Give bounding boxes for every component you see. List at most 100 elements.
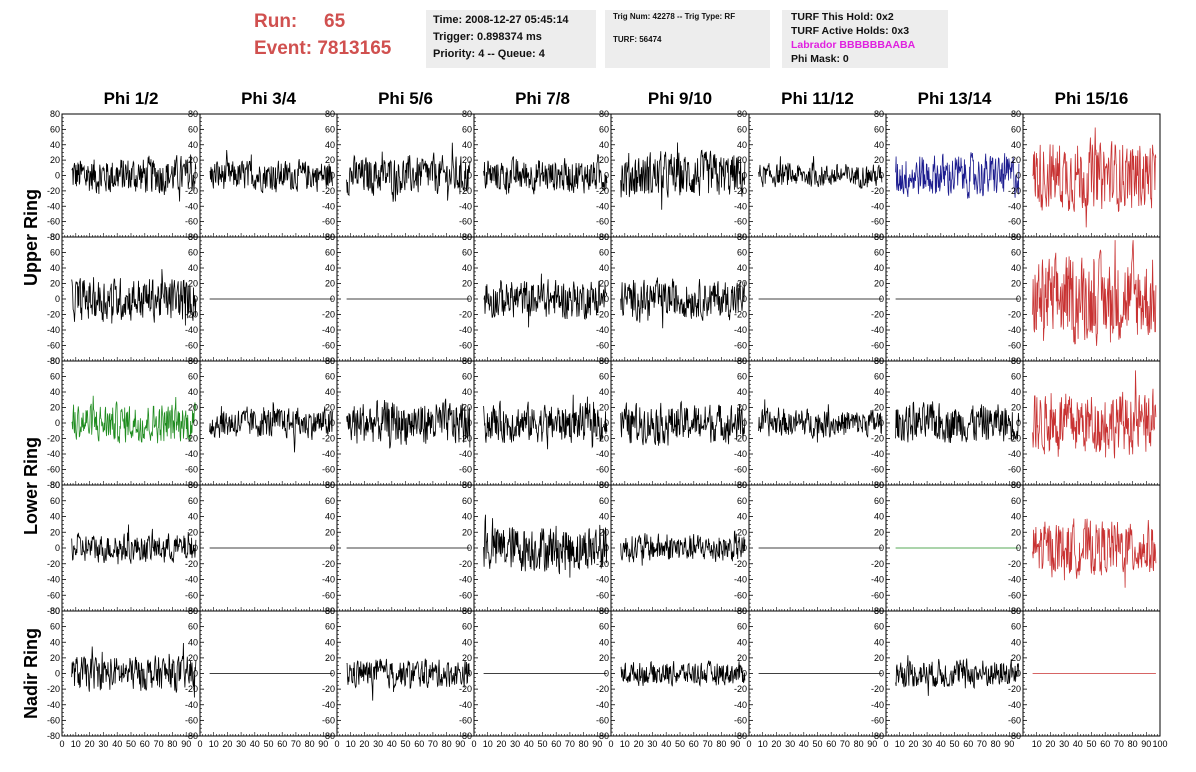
y-tick-label: 0 (604, 171, 609, 181)
y-tick-label: 0 (193, 543, 198, 553)
column-title: Phi 1/2 (104, 89, 159, 108)
y-tick-label: -20 (459, 186, 472, 196)
x-tick-label: 30 (236, 739, 246, 749)
y-tick-label: 40 (325, 387, 335, 397)
y-tick-label: -60 (459, 217, 472, 227)
y-tick-label: 80 (325, 606, 335, 616)
x-tick-label: 80 (716, 739, 726, 749)
y-tick-label: 20 (50, 527, 60, 537)
y-tick-label: 20 (737, 279, 747, 289)
y-tick-label: 80 (737, 480, 747, 490)
y-tick-label: 80 (874, 356, 884, 366)
y-tick-label: -40 (322, 449, 335, 459)
y-tick-label: 60 (325, 124, 335, 134)
y-tick-label: 20 (50, 155, 60, 165)
y-tick-label: 80 (874, 232, 884, 242)
y-tick-label: -20 (596, 434, 609, 444)
y-tick-label: 60 (462, 496, 472, 506)
y-tick-label: -60 (734, 217, 747, 227)
x-tick-label: 10 (1032, 739, 1042, 749)
y-tick-label: 20 (462, 403, 472, 413)
column-title: Phi 5/6 (378, 89, 433, 108)
y-tick-label: 0 (330, 171, 335, 181)
y-tick-label: 80 (1011, 109, 1021, 119)
x-tick-label: 40 (524, 739, 534, 749)
y-tick-label: 20 (325, 403, 335, 413)
y-tick-label: -60 (185, 590, 198, 600)
x-tick-label: 30 (647, 739, 657, 749)
y-tick-label: -40 (47, 325, 60, 335)
y-tick-label: -60 (596, 715, 609, 725)
waveform-trace (483, 394, 608, 450)
y-tick-label: -20 (185, 684, 198, 694)
y-tick-label: 40 (462, 637, 472, 647)
trig-num-text: Trig Num: 42278 -- Trig Type: RF (613, 12, 736, 21)
y-tick-label: 0 (467, 294, 472, 304)
y-tick-label: 0 (467, 543, 472, 553)
y-tick-label: -60 (1008, 590, 1021, 600)
y-tick-label: 20 (188, 155, 198, 165)
x-tick-label: 50 (263, 739, 273, 749)
y-tick-label: 60 (188, 124, 198, 134)
x-tick-label: 60 (1100, 739, 1110, 749)
y-tick-label: 80 (50, 356, 60, 366)
y-tick-label: 60 (462, 622, 472, 632)
y-tick-label: 0 (879, 171, 884, 181)
y-tick-label: 60 (1011, 372, 1021, 382)
y-tick-label: -60 (1008, 217, 1021, 227)
y-tick-label: 0 (742, 171, 747, 181)
column-title: Phi 11/12 (781, 89, 854, 108)
y-tick-label: -40 (734, 201, 747, 211)
x-tick-label: 90 (1004, 739, 1014, 749)
y-tick-label: 0 (1016, 294, 1021, 304)
y-tick-label: 60 (50, 124, 60, 134)
waveform-trace (71, 269, 197, 326)
y-tick-label: 60 (874, 496, 884, 506)
y-tick-label: -60 (322, 217, 335, 227)
y-tick-label: -60 (47, 217, 60, 227)
y-tick-label: 0 (1016, 543, 1021, 553)
y-tick-label: -40 (1008, 325, 1021, 335)
y-tick-label: 40 (188, 263, 198, 273)
x-tick-label: 0 (746, 739, 751, 749)
y-tick-label: 20 (737, 527, 747, 537)
x-tick-label: 90 (592, 739, 602, 749)
y-tick-label: -20 (596, 684, 609, 694)
y-tick-label: 40 (737, 140, 747, 150)
y-tick-label: 80 (50, 232, 60, 242)
y-tick-label: -20 (47, 434, 60, 444)
x-tick-label: 20 (1045, 739, 1055, 749)
y-tick-label: 80 (599, 356, 609, 366)
y-tick-label: 60 (874, 124, 884, 134)
y-tick-label: -40 (596, 449, 609, 459)
run-label: Run: (254, 11, 298, 32)
y-tick-label: -40 (47, 700, 60, 710)
x-tick-label: 0 (608, 739, 613, 749)
x-tick-label: 70 (428, 739, 438, 749)
priority-text: Priority: 4 -- Queue: 4 (433, 48, 545, 60)
y-tick-label: 20 (50, 403, 60, 413)
y-tick-label: 0 (330, 418, 335, 428)
y-tick-label: -40 (734, 700, 747, 710)
column-title: Phi 13/14 (918, 89, 992, 108)
y-tick-label: -40 (185, 700, 198, 710)
y-tick-label: -60 (1008, 465, 1021, 475)
x-tick-label: 40 (250, 739, 260, 749)
x-tick-label: 70 (1114, 739, 1124, 749)
y-tick-label: -80 (47, 606, 60, 616)
y-tick-label: 20 (50, 653, 60, 663)
y-tick-label: 0 (55, 669, 60, 679)
y-tick-label: 40 (599, 512, 609, 522)
y-tick-label: 60 (325, 622, 335, 632)
waveform-trace (71, 524, 197, 565)
y-tick-label: -20 (47, 559, 60, 569)
y-tick-label: 60 (599, 622, 609, 632)
event-value: 7813165 (317, 38, 392, 59)
y-tick-label: 20 (188, 403, 198, 413)
y-tick-label: -20 (1008, 559, 1021, 569)
y-tick-label: 80 (737, 606, 747, 616)
y-tick-label: -20 (734, 434, 747, 444)
waveform-trace (620, 277, 746, 329)
y-tick-label: -40 (734, 325, 747, 335)
x-tick-label: 80 (854, 739, 864, 749)
